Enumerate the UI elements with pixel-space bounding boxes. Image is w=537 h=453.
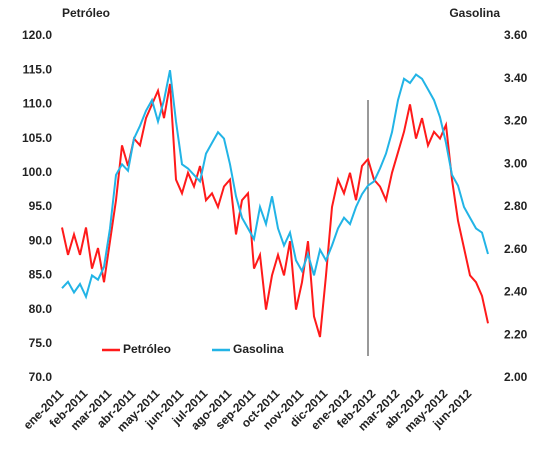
- y2-tick-label: 2.80: [504, 199, 528, 213]
- y2-axis-title: Gasolina: [449, 6, 500, 20]
- y2-tick-label: 2.40: [504, 285, 528, 299]
- y-axis-title: Petróleo: [62, 6, 110, 20]
- y2-tick-label: 2.20: [504, 327, 528, 341]
- legend-label: Petróleo: [123, 342, 171, 356]
- y-tick-label: 115.0: [23, 62, 53, 76]
- y2-tick-label: 3.40: [504, 71, 528, 85]
- y2-tick-label: 3.00: [504, 156, 528, 170]
- y-tick-label: 85.0: [29, 268, 53, 282]
- y2-tick-label: 3.60: [504, 28, 528, 42]
- y-tick-label: 70.0: [29, 370, 53, 384]
- y-tick-label: 95.0: [29, 199, 53, 213]
- y-tick-label: 90.0: [29, 233, 53, 247]
- legend-label: Gasolina: [233, 342, 284, 356]
- y2-tick-label: 2.60: [504, 242, 528, 256]
- y-tick-label: 80.0: [29, 302, 53, 316]
- y-tick-label: 75.0: [29, 336, 53, 350]
- y2-tick-label: 2.00: [504, 370, 528, 384]
- y-tick-label: 100.0: [22, 165, 52, 179]
- y-tick-label: 120.0: [22, 28, 52, 42]
- y-tick-label: 110.0: [23, 97, 53, 111]
- y2-tick-label: 3.20: [504, 114, 528, 128]
- y-tick-label: 105.0: [22, 131, 52, 145]
- data-line: [61, 70, 489, 300]
